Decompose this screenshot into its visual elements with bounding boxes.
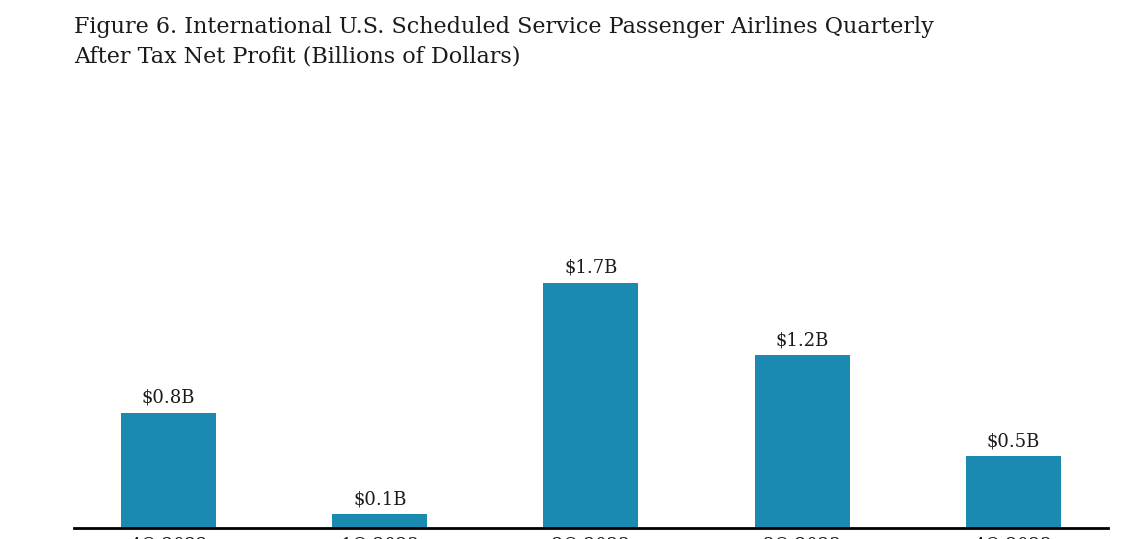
Text: $1.2B: $1.2B [775, 331, 829, 349]
Bar [121, 413, 216, 528]
Text: $0.8B: $0.8B [142, 389, 195, 407]
Text: $0.1B: $0.1B [353, 490, 407, 508]
Bar [332, 514, 427, 528]
Bar [966, 456, 1061, 528]
Text: Figure 6. International U.S. Scheduled Service Passenger Airlines Quarterly
Afte: Figure 6. International U.S. Scheduled S… [74, 16, 934, 68]
Bar [544, 283, 638, 528]
Bar [755, 355, 850, 528]
Text: $0.5B: $0.5B [987, 432, 1040, 450]
Text: $1.7B: $1.7B [564, 259, 618, 277]
